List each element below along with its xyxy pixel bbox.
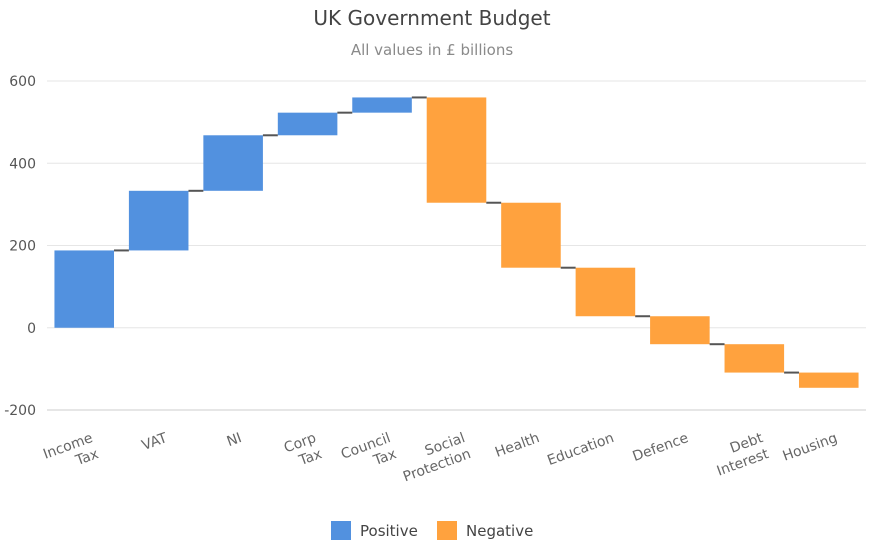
- x-tick-label-line: Defence: [631, 430, 691, 465]
- legend-positive-swatch[interactable]: [331, 521, 351, 540]
- bar-housing[interactable]: [798, 372, 859, 388]
- bar-ni[interactable]: [203, 135, 263, 191]
- bar-social-protection[interactable]: [426, 97, 487, 203]
- connectors: [114, 96, 799, 374]
- bar-debt-interest[interactable]: [724, 344, 785, 373]
- legend-negative-label[interactable]: Negative: [466, 522, 533, 540]
- x-tick-label-line: VAT: [140, 430, 170, 454]
- x-tick-label: Health: [493, 430, 542, 461]
- y-tick-label: 0: [27, 321, 36, 337]
- x-tick-label: NI: [225, 430, 244, 450]
- x-tick-label-line: Tax: [371, 446, 399, 469]
- bar-corp-tax[interactable]: [277, 112, 338, 136]
- legend-negative-swatch[interactable]: [437, 521, 457, 540]
- legend-positive-label[interactable]: Positive: [360, 522, 418, 540]
- y-tick-label: 200: [9, 239, 36, 255]
- y-tick-label: 600: [9, 74, 36, 90]
- y-tick-label: -200: [4, 403, 36, 419]
- bar-vat[interactable]: [128, 190, 189, 251]
- x-tick-label-line: Tax: [73, 446, 101, 469]
- x-tick-label: Housing: [781, 430, 840, 465]
- chart-subtitle: All values in £ billions: [351, 41, 514, 59]
- x-tick-label-line: Education: [545, 430, 616, 469]
- legend: Positive Negative: [331, 521, 533, 540]
- x-tick-label: Education: [545, 430, 616, 469]
- x-tick-label: Defence: [631, 430, 691, 465]
- y-tick-label: 400: [9, 156, 36, 172]
- x-tick-label: VAT: [140, 430, 170, 454]
- bar-defence[interactable]: [650, 316, 710, 345]
- y-axis-ticks: -200 0 200 400 600: [4, 74, 36, 419]
- chart-title: UK Government Budget: [313, 6, 550, 30]
- x-tick-label-line: Tax: [296, 446, 324, 469]
- bar-income-tax[interactable]: [54, 250, 115, 328]
- x-tick-label-line: Housing: [781, 430, 840, 465]
- bar-council-tax[interactable]: [352, 97, 412, 113]
- bars: [54, 97, 859, 388]
- x-tick-label-line: NI: [225, 430, 244, 450]
- x-tick-label-line: Health: [493, 430, 542, 461]
- bar-health[interactable]: [501, 202, 561, 268]
- bar-education[interactable]: [575, 267, 636, 317]
